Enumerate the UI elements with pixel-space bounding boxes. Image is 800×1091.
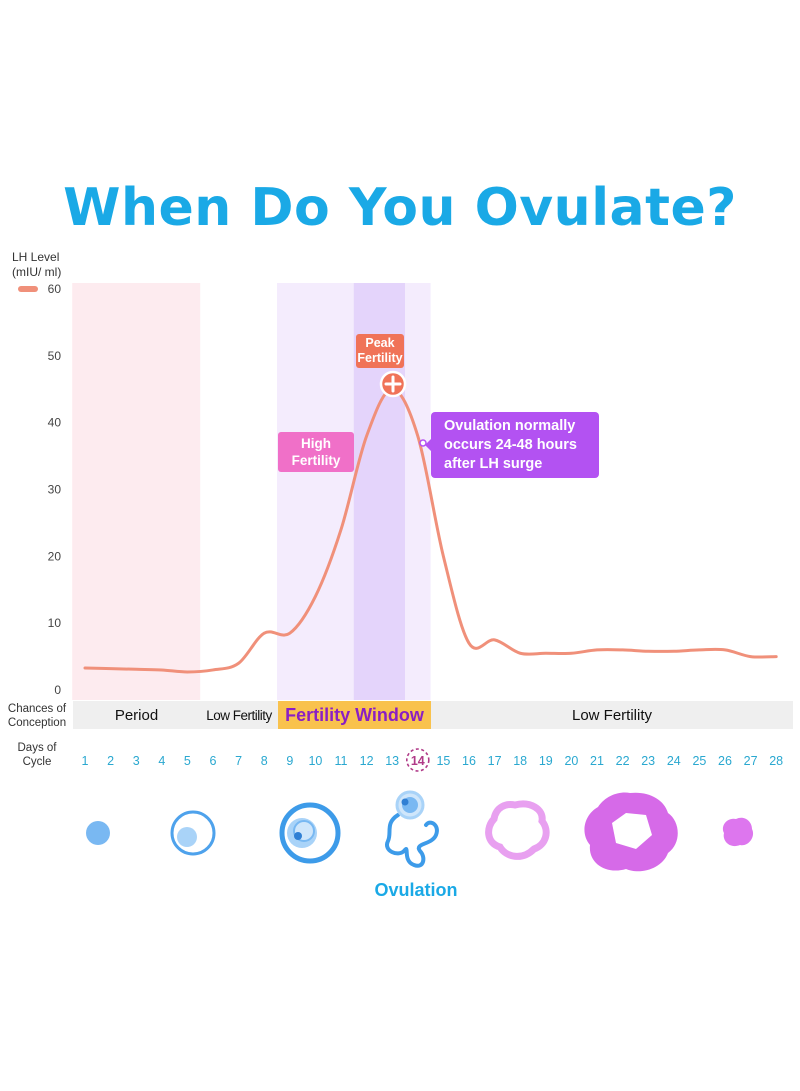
y-tick-label: 0 [54, 683, 61, 697]
released-egg-icon [385, 790, 439, 868]
y-tick-label: 40 [48, 416, 62, 430]
follicle-illustrations [86, 790, 754, 872]
corpus-luteum-icon [584, 792, 678, 872]
y-tick-label: 60 [48, 282, 62, 296]
day-number: 6 [210, 754, 217, 768]
day-number: 3 [133, 754, 140, 768]
band-period: Period [73, 701, 200, 729]
day-number: 12 [360, 754, 374, 768]
day-number: 7 [235, 754, 242, 768]
ovulation-note-line-1: Ovulation normally [444, 418, 576, 434]
day-number: 23 [641, 754, 655, 768]
lh-series [83, 387, 778, 674]
ovulation-note-callout: Ovulation normally occurs 24-48 hours af… [425, 412, 599, 478]
y-tick-label: 10 [48, 616, 62, 630]
days-row-label: Days of Cycle [6, 741, 68, 769]
plus-icon [384, 375, 402, 393]
day-number: 28 [769, 754, 783, 768]
day-number: 14 [411, 754, 425, 768]
day-number: 21 [590, 754, 604, 768]
band-low-fertility-late: Low Fertility [431, 701, 793, 729]
band-low-fertility-early: Low Fertility [200, 701, 278, 729]
lh-legend-swatch [18, 286, 38, 292]
highlighted-day-ring [405, 748, 430, 772]
y-tick-label: 20 [48, 549, 62, 563]
day-number: 9 [286, 754, 293, 768]
growing-follicle-icon [170, 810, 216, 856]
peak-fertility-text: Peak Fertility [357, 336, 403, 365]
day-number: 26 [718, 754, 732, 768]
day-number: 8 [261, 754, 268, 768]
peak-marker-group [379, 370, 407, 398]
day-number: 15 [436, 754, 450, 768]
day-number: 11 [335, 754, 348, 768]
conception-row-label: Chances of Conception [6, 702, 68, 730]
band-fertility-window: Fertility Window [278, 701, 431, 729]
y-tick-label: 30 [48, 483, 62, 497]
day-number: 25 [692, 754, 706, 768]
high-fertility-callout: High Fertility [278, 432, 354, 472]
lh-line [83, 387, 778, 674]
day-number: 13 [385, 754, 399, 768]
days-row-label-text: Days of Cycle [17, 742, 57, 768]
day-number: 18 [513, 754, 527, 768]
small-follicle-icon [86, 821, 110, 845]
day-number: 1 [82, 754, 89, 768]
region-period [72, 283, 201, 700]
chart-regions [72, 283, 431, 700]
day-number: 19 [539, 754, 553, 768]
day-number: 2 [107, 754, 114, 768]
day-number: 22 [616, 754, 630, 768]
y-axis-label: LH Level (mIU/ ml) [12, 250, 61, 280]
day-number: 27 [744, 754, 758, 768]
y-axis-label-text: LH Level (mIU/ ml) [12, 250, 62, 279]
y-tick-label: 50 [48, 349, 62, 363]
day-number: 10 [308, 754, 322, 768]
ovulation-note-line-3: after LH surge [444, 456, 543, 472]
conception-row-label-text: Chances of Conception [7, 703, 67, 729]
peak-fertility-callout: Peak Fertility [356, 334, 404, 368]
ovulation-note-line-2: occurs 24-48 hours [444, 437, 577, 453]
early-corpus-luteum-icon [485, 800, 550, 860]
y-axis-ticks: 0 10 20 30 40 50 60 [48, 282, 62, 697]
page-title: When Do You Ovulate? [63, 178, 737, 238]
day-number: 20 [564, 754, 578, 768]
day-number: 5 [184, 754, 191, 768]
day-number: 4 [158, 754, 165, 768]
shrinking-corpus-luteum-icon [722, 817, 754, 847]
x-axis-days: 1 2 3 4 5 6 7 8 9 10 11 12 13 14 15 16 17 18 19 20 21 22 23 24 2… [82, 748, 783, 772]
mature-follicle-icon [279, 802, 341, 864]
high-fertility-text: High Fertility [291, 436, 341, 468]
ovulation-label: Ovulation [374, 880, 458, 900]
day-number: 24 [667, 754, 681, 768]
day-number: 17 [488, 754, 502, 768]
day-number: 16 [462, 754, 476, 768]
